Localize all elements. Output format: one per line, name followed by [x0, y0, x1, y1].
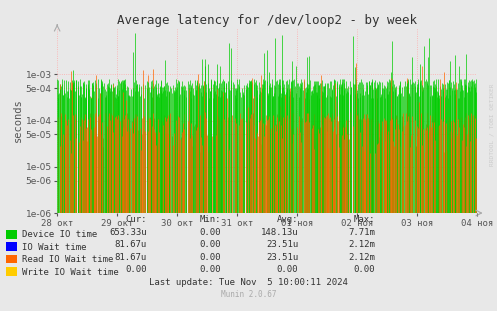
Text: 2.12m: 2.12m [348, 253, 375, 262]
Text: Read IO Wait time: Read IO Wait time [22, 255, 113, 264]
Text: 2.12m: 2.12m [348, 240, 375, 249]
Text: 0.00: 0.00 [200, 240, 221, 249]
Text: 81.67u: 81.67u [114, 253, 147, 262]
Text: 0.00: 0.00 [354, 265, 375, 274]
Text: 148.13u: 148.13u [260, 228, 298, 237]
Text: Max:: Max: [354, 215, 375, 224]
Title: Average latency for /dev/loop2 - by week: Average latency for /dev/loop2 - by week [117, 14, 417, 27]
Text: 0.00: 0.00 [277, 265, 298, 274]
Text: IO Wait time: IO Wait time [22, 243, 86, 252]
Text: Munin 2.0.67: Munin 2.0.67 [221, 290, 276, 299]
Text: 23.51u: 23.51u [266, 240, 298, 249]
Text: Last update: Tue Nov  5 10:00:11 2024: Last update: Tue Nov 5 10:00:11 2024 [149, 277, 348, 286]
Text: 23.51u: 23.51u [266, 253, 298, 262]
Text: 0.00: 0.00 [200, 228, 221, 237]
Text: 0.00: 0.00 [125, 265, 147, 274]
Text: Write IO Wait time: Write IO Wait time [22, 268, 119, 276]
Text: RRDTOOL / TOBI OETIKER: RRDTOOL / TOBI OETIKER [490, 83, 495, 166]
Text: Avg:: Avg: [277, 215, 298, 224]
Text: 7.71m: 7.71m [348, 228, 375, 237]
Text: 653.33u: 653.33u [109, 228, 147, 237]
Text: Cur:: Cur: [125, 215, 147, 224]
Text: 0.00: 0.00 [200, 253, 221, 262]
Text: 81.67u: 81.67u [114, 240, 147, 249]
Text: 0.00: 0.00 [200, 265, 221, 274]
Text: Min:: Min: [200, 215, 221, 224]
Y-axis label: seconds: seconds [13, 99, 23, 142]
Text: Device IO time: Device IO time [22, 230, 97, 239]
